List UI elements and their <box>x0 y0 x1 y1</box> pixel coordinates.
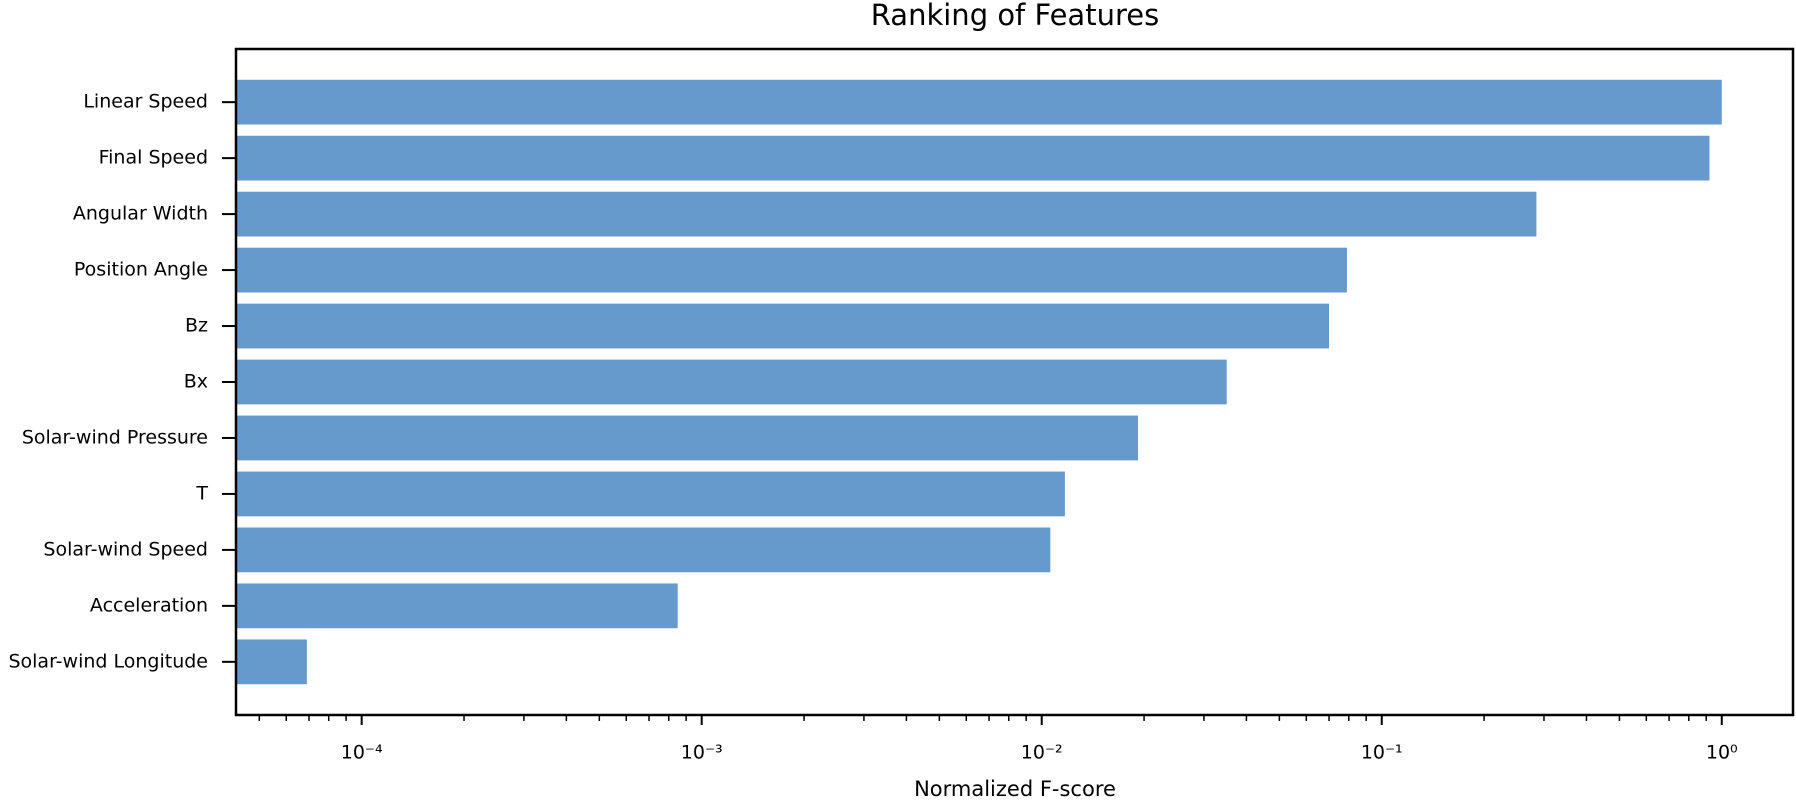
y-tick-label: Final Speed <box>99 147 208 169</box>
y-tick-label: Bz <box>185 315 208 337</box>
y-tick-label: Solar-wind Pressure <box>22 426 208 448</box>
x-axis-label: Normalized F-score <box>914 777 1116 801</box>
chart-title: Ranking of Features <box>871 0 1159 32</box>
y-tick-label: Solar-wind Longitude <box>8 650 208 672</box>
x-tick-label: 10⁰ <box>1706 742 1738 764</box>
y-tick-label: Acceleration <box>90 594 208 616</box>
y-tick-label: Linear Speed <box>83 91 208 113</box>
bar <box>236 471 1065 517</box>
bar <box>236 527 1051 573</box>
bar <box>236 359 1227 405</box>
y-tick-label: T <box>195 482 208 504</box>
y-tick-label: Position Angle <box>74 259 208 281</box>
bar <box>236 639 307 685</box>
x-tick-label: 10⁻³ <box>681 742 723 764</box>
x-tick-label: 10⁻² <box>1021 742 1063 764</box>
plot-frame <box>234 47 1795 717</box>
bar <box>236 135 1710 181</box>
y-tick-label: Angular Width <box>73 203 208 225</box>
bar <box>236 583 678 629</box>
y-tick-label: Solar-wind Speed <box>43 538 208 560</box>
bar <box>236 415 1139 461</box>
bar <box>236 247 1347 293</box>
bar <box>236 79 1722 125</box>
x-tick-label: 10⁻¹ <box>1361 742 1403 764</box>
bar <box>236 191 1537 237</box>
bar <box>236 303 1330 349</box>
x-tick-label: 10⁻⁴ <box>341 742 383 764</box>
y-tick-label: Bx <box>184 371 208 393</box>
